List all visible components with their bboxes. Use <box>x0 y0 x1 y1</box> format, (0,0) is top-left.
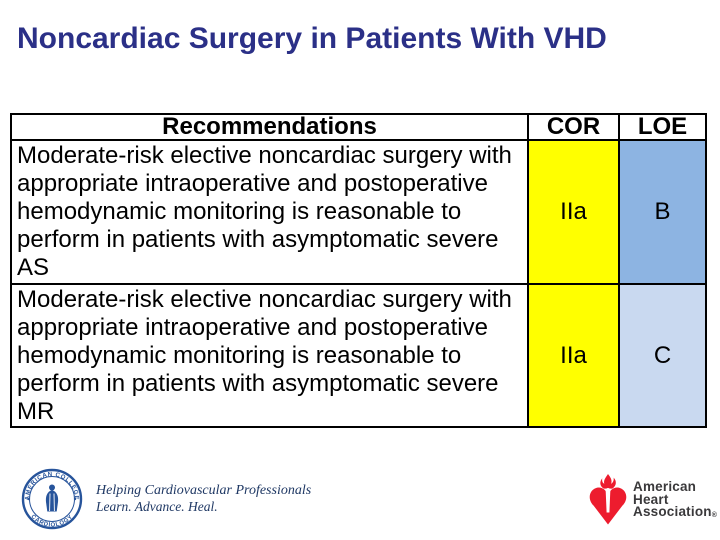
acc-seal-icon: AMERICAN COLLEGE CARDIOLOGY <box>21 468 83 530</box>
acc-logo: AMERICAN COLLEGE CARDIOLOGY <box>21 466 83 537</box>
aha-line-heart: Heart <box>633 491 669 507</box>
col-header-cor: COR <box>529 113 620 141</box>
aha-line-association: Association® <box>633 504 718 523</box>
cor-cell-row2: IIa <box>529 285 620 426</box>
recommendations-table: Recommendations COR LOE Moderate-risk el… <box>10 113 707 428</box>
acc-tagline: Helping Cardiovascular Professionals Lea… <box>96 482 311 515</box>
col-header-recommendations: Recommendations <box>12 113 529 141</box>
recommendation-text-mr: Moderate-risk elective noncardiac surger… <box>12 285 529 426</box>
page-title: Noncardiac Surgery in Patients With VHD <box>17 22 607 55</box>
aha-heart-torch-icon <box>589 474 627 525</box>
loe-cell-row1: B <box>620 141 705 285</box>
aha-line-american: American <box>633 479 697 494</box>
recommendation-text-as: Moderate-risk elective noncardiac surger… <box>12 141 529 285</box>
aha-wordmark: American Heart Association® <box>633 479 718 523</box>
col-header-loe: LOE <box>620 113 705 141</box>
registered-trademark: ® <box>711 512 718 519</box>
cor-cell-row1: IIa <box>529 141 620 285</box>
loe-cell-row2: C <box>620 285 705 426</box>
acc-tagline-line2: Learn. Advance. Heal. <box>96 499 218 514</box>
acc-tagline-line1: Helping Cardiovascular Professionals <box>96 483 312 498</box>
aha-logo <box>587 473 629 534</box>
aha-association-text: Association <box>633 504 712 519</box>
